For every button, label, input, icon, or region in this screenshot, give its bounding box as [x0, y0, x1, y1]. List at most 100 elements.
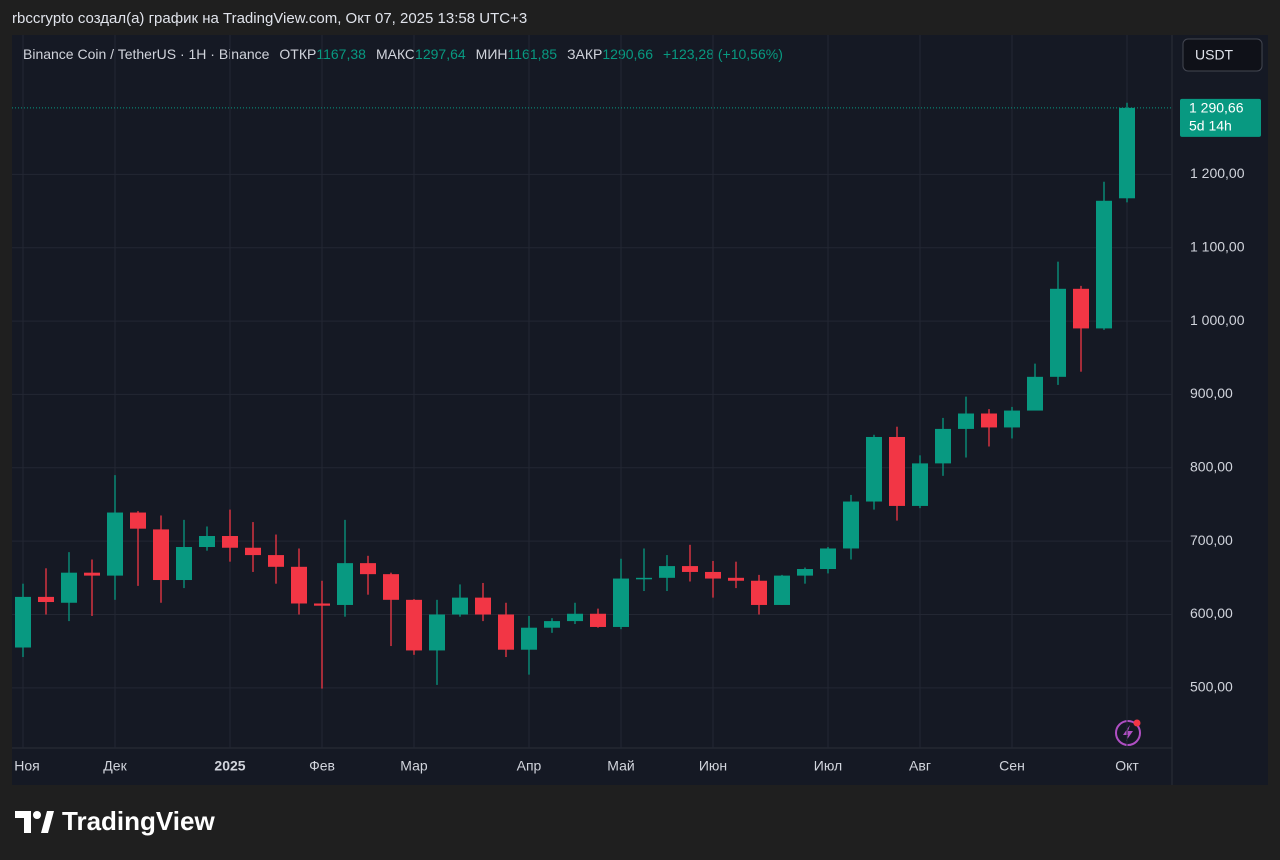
candle-body	[1096, 200, 1112, 329]
candle-body	[498, 614, 514, 650]
candle-body	[843, 501, 859, 549]
candle-body	[176, 547, 192, 581]
y-tick-label: 1 000,00	[1190, 312, 1245, 328]
candle-body	[935, 428, 951, 464]
y-tick-label: 700,00	[1190, 532, 1233, 548]
x-tick-label: Фев	[309, 758, 335, 774]
candle-body	[1073, 288, 1089, 329]
candle-body	[1050, 288, 1066, 377]
candle-body	[360, 563, 376, 575]
candle-body	[153, 529, 169, 581]
legend: Binance Coin / TetherUS · 1H · Binance ОТ…	[23, 46, 783, 62]
ohlc-value: 1297,64	[415, 46, 466, 62]
ohlc-label: МАКС	[376, 46, 415, 62]
candle-body	[84, 572, 100, 576]
plot: 500,00 600,00 700,00 800,00 900,00 1 000,00 1 …	[12, 35, 1261, 774]
y-tick-label: 900,00	[1190, 385, 1233, 401]
candle-body	[544, 621, 560, 628]
candle-body	[199, 536, 215, 548]
x-tick-label: Июн	[699, 758, 727, 774]
candle-body	[567, 613, 583, 622]
symbol: Binance Coin / TetherUS · 1H · Binance	[23, 46, 270, 62]
candle-body	[130, 512, 146, 529]
candle-body	[797, 569, 813, 576]
logo-mark	[33, 811, 41, 819]
ohlc-value: 1167,38	[316, 46, 366, 62]
candle-body	[452, 597, 468, 615]
candle-body	[981, 413, 997, 428]
candle-body	[337, 563, 353, 605]
candle-body	[751, 580, 767, 605]
candle-body	[1027, 376, 1043, 411]
x-tick-label: Ноя	[14, 758, 39, 774]
candle-body	[107, 512, 123, 576]
candle-body	[613, 578, 629, 627]
candle-body	[268, 555, 284, 567]
icon-bolt	[1123, 725, 1133, 741]
candle-body	[406, 599, 422, 651]
candle-body	[659, 566, 675, 578]
candle-body	[475, 597, 491, 615]
candle-body	[38, 596, 54, 603]
candle-body	[889, 436, 905, 506]
candle-body	[912, 463, 928, 506]
y-tick-label: 800,00	[1190, 458, 1233, 474]
candle-body	[291, 566, 307, 604]
ohlc-label: ОТКР	[279, 46, 316, 62]
x-tick-label: Авг	[909, 758, 931, 774]
y-tick-label: 600,00	[1190, 605, 1233, 621]
candle-body	[314, 603, 330, 606]
countdown: 5d 14h	[1189, 118, 1232, 134]
ohlc-value: 1290,66	[602, 46, 653, 62]
candle-body	[429, 614, 445, 651]
header: rbccrypto создал(а) график на TradingVie…	[12, 10, 527, 27]
logo-mark	[15, 811, 31, 833]
ohlc-label: МИН	[476, 46, 508, 62]
alert-icon[interactable]	[1115, 719, 1141, 746]
logo: TradingView	[15, 806, 215, 836]
candle-body	[774, 575, 790, 605]
x-tick-label: Сен	[999, 758, 1025, 774]
icon-dot	[1133, 719, 1141, 727]
x-tick-label: Май	[607, 758, 634, 774]
candle-body	[1119, 107, 1135, 199]
logo-text: TradingView	[62, 806, 215, 836]
x-tick-label: Дек	[103, 758, 127, 774]
candle-body	[636, 577, 652, 580]
candle-body	[866, 436, 882, 502]
y-tick-label: 500,00	[1190, 679, 1233, 695]
last-price-label: 1 290,66	[1189, 100, 1244, 116]
currency-button[interactable]	[1182, 38, 1263, 72]
candle-body	[222, 536, 238, 548]
icon-ring	[1115, 720, 1141, 746]
x-tick-label: Окт	[1115, 758, 1139, 774]
candle-body	[521, 627, 537, 650]
candle-body	[682, 566, 698, 572]
x-tick-label: Июл	[814, 758, 842, 774]
candle-body	[383, 574, 399, 600]
candle-body	[705, 571, 721, 579]
change: +123,28 (+10,56%)	[663, 46, 783, 62]
ohlc-value: 1161,85	[508, 46, 558, 62]
candle-body	[1004, 410, 1020, 428]
chart-panel	[12, 35, 1268, 785]
candle-body	[15, 596, 31, 648]
candle-body	[958, 413, 974, 429]
y-tick-label: 1 200,00	[1190, 165, 1245, 181]
currency[interactable]: USDT	[1195, 47, 1234, 63]
candle-body	[728, 577, 744, 581]
candle-body	[61, 572, 77, 603]
last-price-box	[1180, 98, 1261, 137]
candle-body	[820, 548, 836, 570]
ohlc-label: ЗАКР	[567, 46, 602, 62]
logo-mark	[41, 811, 54, 833]
candle-body	[245, 547, 261, 556]
y-tick-label: 1 100,00	[1190, 238, 1245, 254]
x-tick-label: Апр	[517, 758, 542, 774]
x-tick-label: Мар	[400, 758, 428, 774]
legend-text: Binance Coin / TetherUS · 1H · Binance ОТ…	[23, 46, 783, 62]
candle-body	[590, 613, 606, 627]
x-tick-label: 2025	[214, 758, 245, 774]
